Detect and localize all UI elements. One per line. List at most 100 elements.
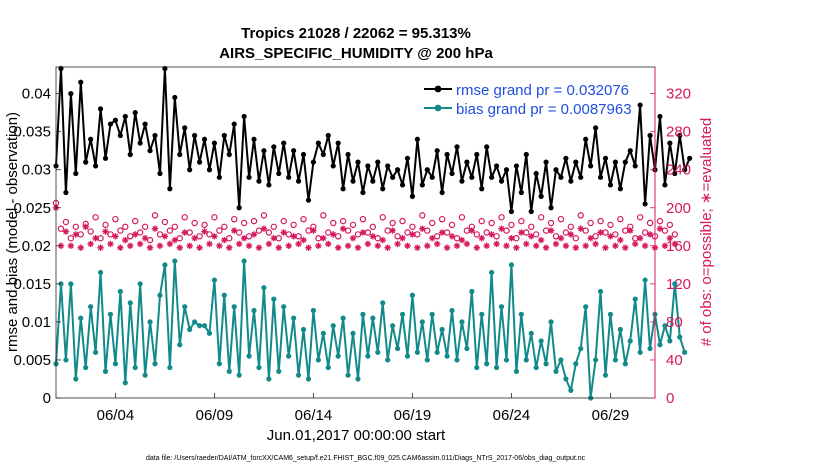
evaluated-marker [320, 235, 327, 242]
evaluated-marker [384, 244, 391, 251]
rmse-point [167, 186, 173, 192]
possible-marker [498, 214, 505, 221]
legend-rmse-marker [434, 85, 442, 93]
evaluated-marker-stroke [182, 229, 188, 236]
rmse-point [533, 170, 539, 177]
bias-point [592, 357, 599, 363]
evaluated-marker [196, 244, 203, 251]
possible-marker [577, 212, 584, 219]
evaluated-marker-stroke [162, 233, 168, 240]
bias-point [241, 258, 247, 264]
bias-point [429, 311, 435, 317]
evaluated-marker [592, 240, 599, 248]
evaluated-marker-stroke [206, 241, 213, 247]
evaluated-marker-stroke [360, 229, 366, 236]
evaluated-marker-stroke [553, 241, 559, 247]
possible-marker [587, 219, 594, 227]
right-tick-label: 0 [666, 390, 674, 407]
bias-point [315, 357, 321, 363]
rmse-point [187, 167, 193, 173]
evaluated-marker [285, 242, 292, 250]
evaluated-marker-stroke [459, 237, 465, 243]
bias-point [310, 307, 317, 314]
bias-point [558, 357, 564, 363]
possible-marker [216, 227, 223, 234]
rmse-point [419, 182, 425, 188]
rmse-point [563, 155, 569, 161]
evaluated-marker-stroke [563, 243, 569, 249]
bias-point [187, 326, 193, 333]
evaluated-marker [587, 235, 594, 242]
bias-point [394, 345, 401, 352]
evaluated-marker-stroke [340, 225, 346, 232]
evaluated-marker [166, 240, 174, 248]
rmse-point [315, 140, 321, 146]
possible-marker [473, 231, 480, 238]
evaluated-marker [414, 244, 421, 251]
possible-marker [572, 235, 579, 242]
y-axis-label: rmse and bias (model - observation) [4, 112, 21, 352]
bias-point [380, 300, 386, 306]
evaluated-marker [127, 242, 134, 250]
evaluated-marker-stroke [147, 245, 153, 251]
bias-point [325, 364, 331, 371]
evaluated-marker [171, 236, 179, 244]
bias-point [271, 296, 277, 302]
evaluated-marker [438, 229, 446, 236]
evaluated-marker [67, 242, 75, 250]
rmse-point [182, 125, 188, 131]
evaluated-marker [641, 242, 649, 250]
rmse-point [573, 159, 579, 165]
possible-marker [181, 214, 188, 221]
evaluated-marker [458, 236, 466, 244]
rmse-point [370, 178, 376, 184]
rmse-point [380, 186, 386, 192]
bias-point [107, 311, 114, 317]
evaluated-marker [577, 225, 584, 232]
bias-point [464, 345, 470, 352]
bias-point [444, 353, 450, 359]
possible-marker [191, 219, 198, 227]
bias-point [385, 357, 391, 363]
evaluated-marker [523, 240, 530, 248]
possible-marker [290, 221, 297, 229]
bias-point [132, 364, 138, 371]
evaluated-marker [295, 240, 302, 248]
bias-point [518, 311, 524, 317]
rmse-point [404, 155, 411, 161]
bias-point [261, 285, 267, 291]
evaluated-marker-stroke [474, 245, 480, 251]
evaluated-marker [537, 236, 545, 244]
rmse-point [256, 178, 262, 184]
evaluated-marker [176, 244, 183, 251]
bias-point [647, 345, 653, 352]
evaluated-marker-stroke [107, 241, 114, 247]
rmse-point [385, 163, 391, 169]
rmse-point [399, 182, 406, 188]
rmse-point [607, 182, 614, 188]
evaluated-marker-stroke [63, 228, 69, 235]
left-tick-label: 0.025 [13, 200, 51, 217]
bias-point [305, 376, 312, 382]
evaluated-marker [245, 242, 253, 250]
possible-marker [636, 214, 644, 221]
rmse-point [117, 132, 123, 139]
bias-point [469, 288, 475, 295]
evaluated-marker-stroke [454, 243, 460, 249]
evaluated-marker [622, 244, 629, 251]
evaluated-marker-stroke [191, 235, 198, 241]
bias-point [73, 376, 79, 382]
right-tick-label: 200 [666, 200, 691, 217]
evaluated-marker [240, 235, 248, 242]
evaluated-marker-stroke [226, 245, 232, 251]
evaluated-marker [270, 235, 278, 242]
bottom-axis: 06/04 06/09 06/14 06/19 06/24 06/29 [97, 393, 629, 424]
rmse-point [88, 136, 94, 142]
evaluated-marker-stroke [310, 227, 317, 234]
evaluated-marker-stroke [201, 228, 208, 235]
evaluated-marker-stroke [78, 245, 84, 251]
possible-marker [508, 221, 515, 229]
bias-point [68, 281, 74, 287]
bias-point [300, 326, 307, 333]
